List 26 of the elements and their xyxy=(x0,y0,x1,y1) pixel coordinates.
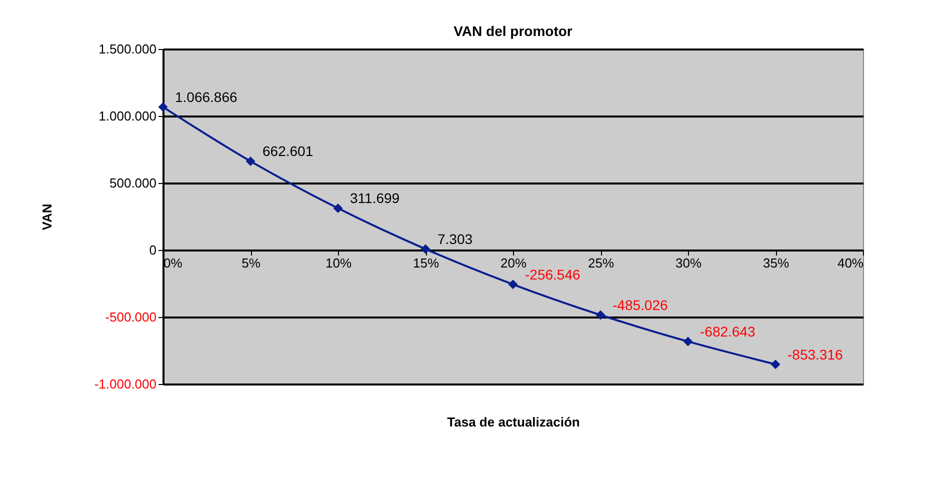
data-label: -682.643 xyxy=(700,323,756,340)
data-label: 1.066.866 xyxy=(175,89,238,106)
data-label: 662.601 xyxy=(262,143,314,160)
x-axis-title: Tasa de actualización xyxy=(447,414,580,430)
x-tick-label: 0% xyxy=(164,256,183,270)
y-tick-label: 1.000.000 xyxy=(98,108,156,124)
data-label: -853.316 xyxy=(788,346,843,362)
y-tick-label: 0 xyxy=(149,242,156,258)
data-label: 7.303 xyxy=(438,231,473,248)
y-tick-label: -500.000 xyxy=(105,310,156,324)
x-tick-label: 5% xyxy=(242,256,261,270)
y-tick-label: -1.000.000 xyxy=(94,376,156,392)
y-tick-label: 500.000 xyxy=(110,176,156,190)
data-label: 311.699 xyxy=(350,190,400,206)
x-tick-label: 15% xyxy=(412,256,440,270)
x-tick-label: 10% xyxy=(325,256,352,270)
data-label: -485.026 xyxy=(612,296,668,313)
y-tick-label: 1.500.000 xyxy=(98,42,156,56)
x-tick-label: 35% xyxy=(762,256,790,270)
x-tick-label: 20% xyxy=(500,256,527,270)
chart-title: VAN del promotor xyxy=(454,23,573,39)
y-axis-title: VAN xyxy=(39,204,54,230)
data-label: -256.546 xyxy=(525,266,580,282)
x-tick-label: 40% xyxy=(837,256,864,270)
x-tick-label: 25% xyxy=(588,256,614,270)
x-tick-label: 30% xyxy=(675,256,702,270)
